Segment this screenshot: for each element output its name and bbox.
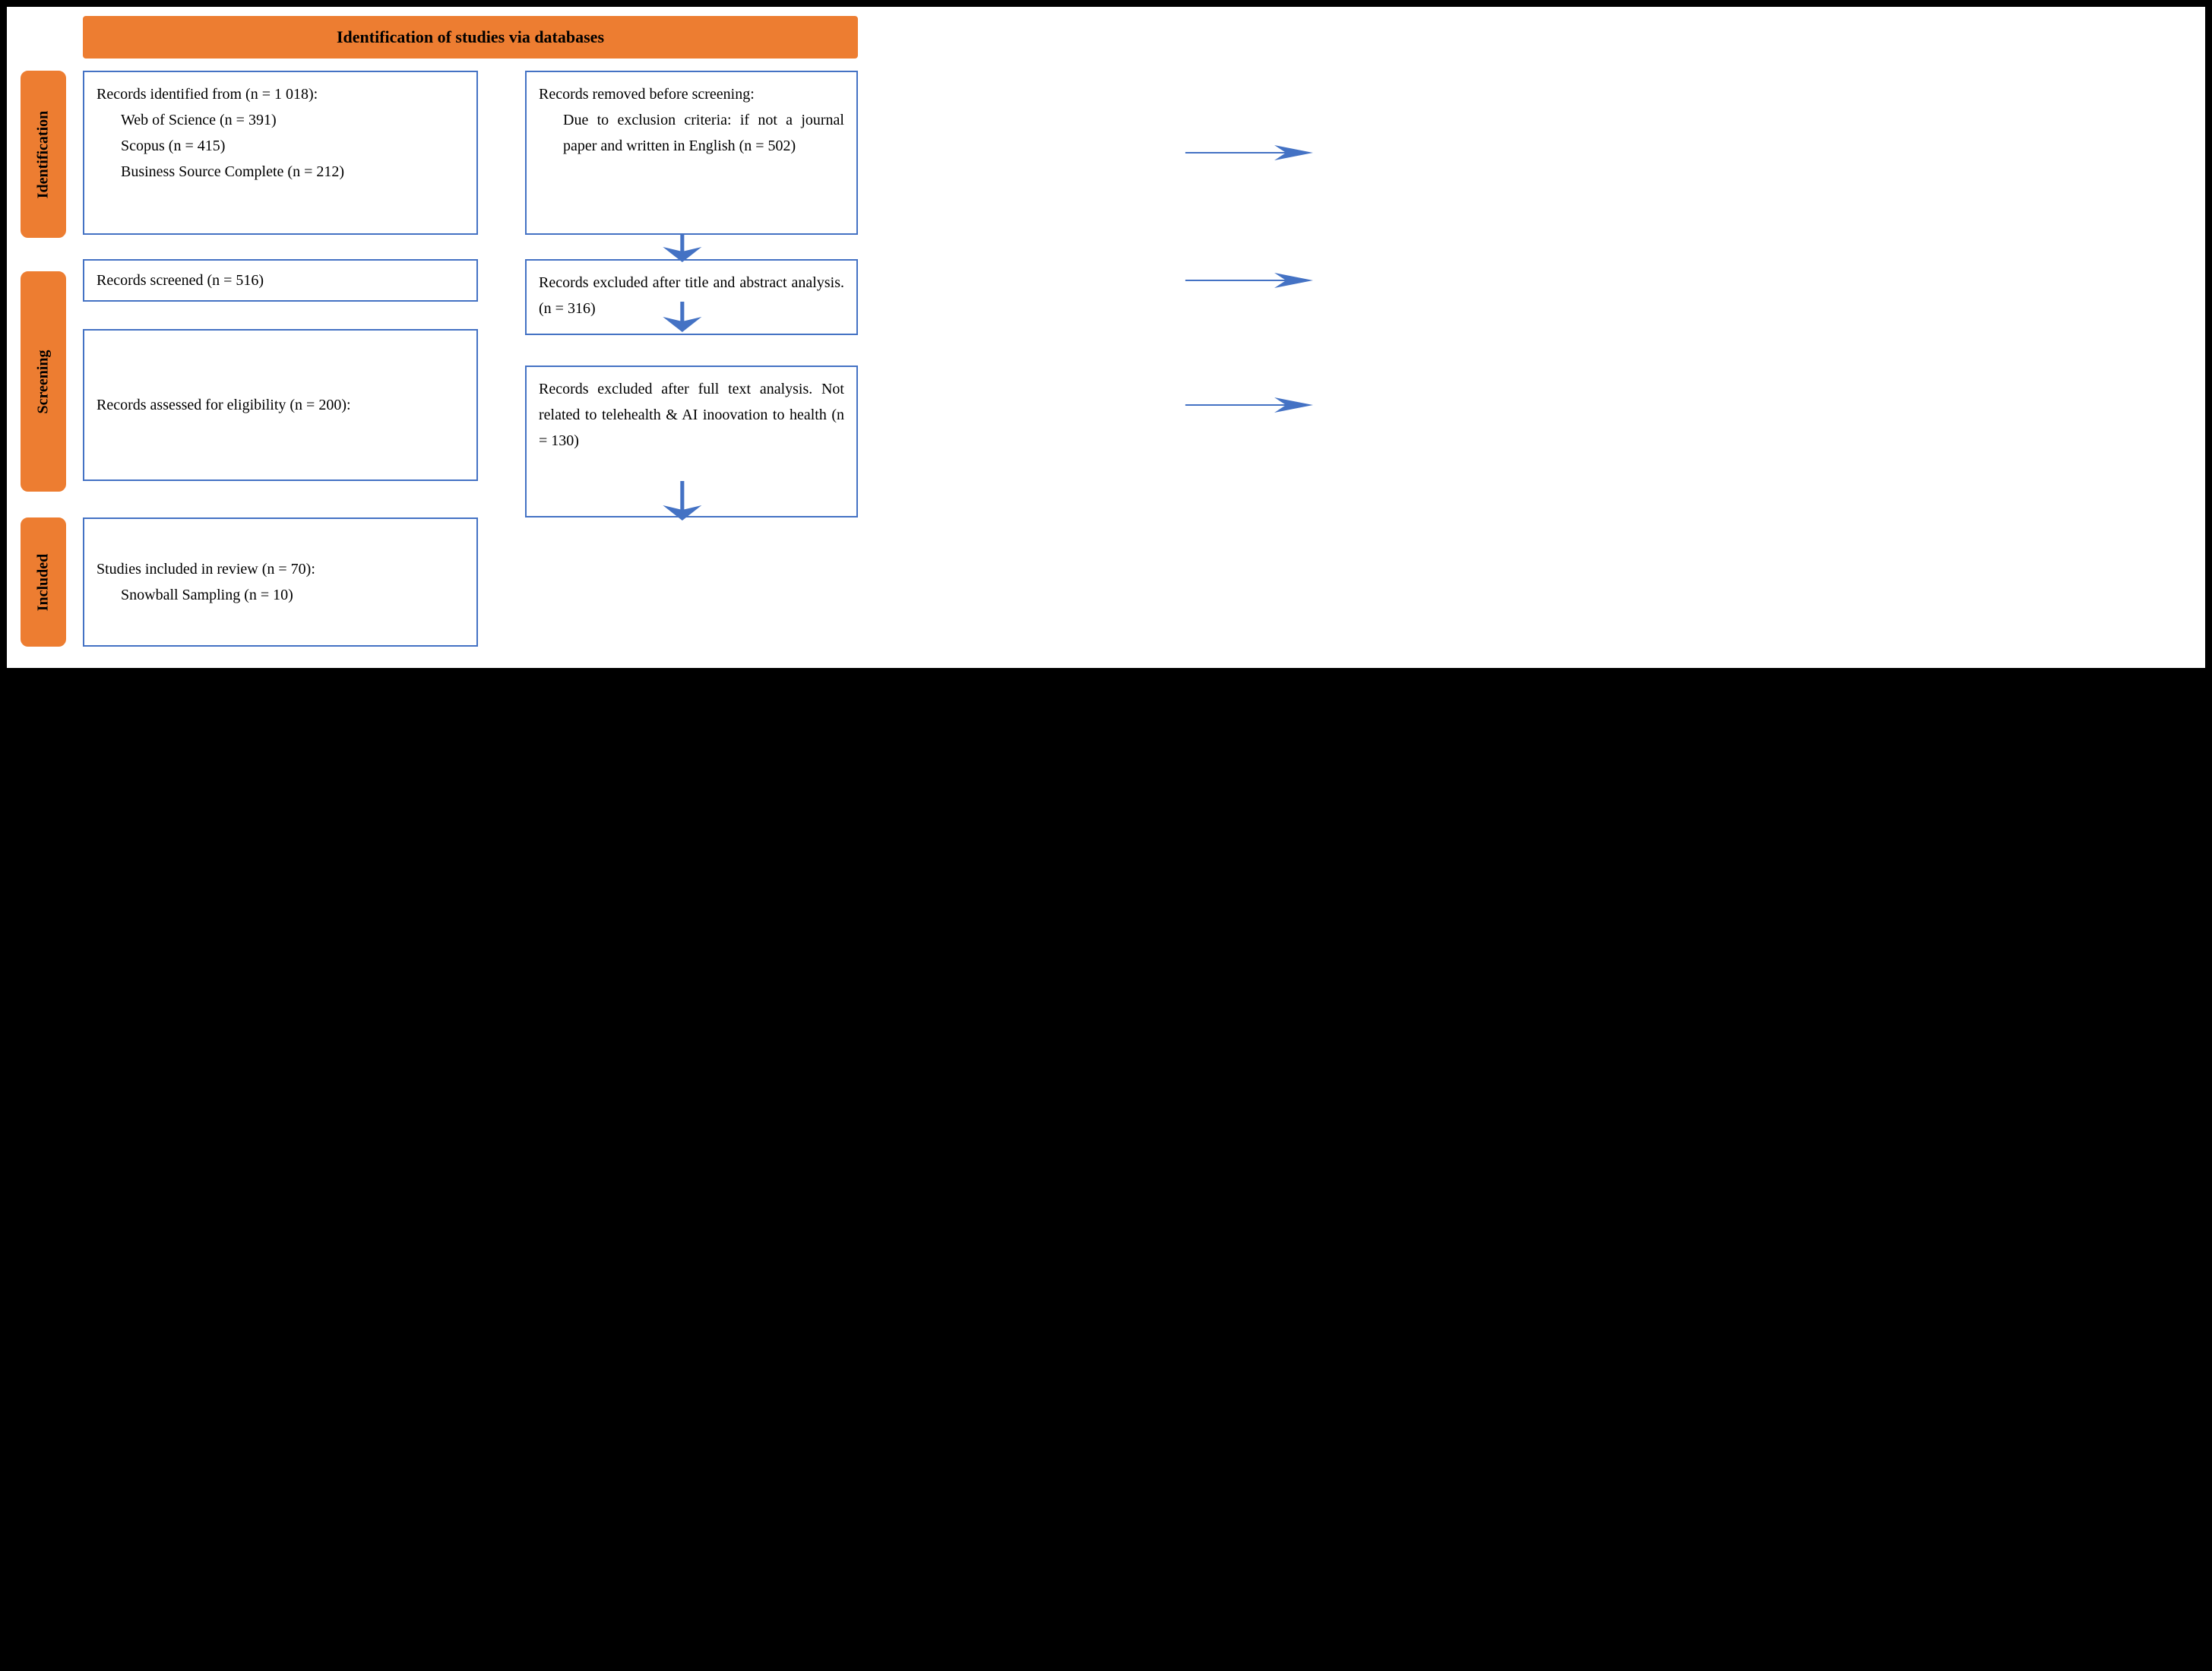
stage-label-screening: Screening xyxy=(21,271,66,492)
header-text: Identification of studies via databases xyxy=(337,27,604,47)
box-excluded-full: Records excluded after full text analysi… xyxy=(525,366,858,517)
box-assessed: Records assessed for eligibility (n = 20… xyxy=(83,329,478,481)
box-identified-line: Business Source Complete (n = 212) xyxy=(97,159,464,185)
box-excluded-full-text: Records excluded after full text analysi… xyxy=(539,381,844,449)
box-included: Studies included in review (n = 70): Sno… xyxy=(83,517,478,647)
stage-label-included: Included xyxy=(21,517,66,647)
box-identified-line: Scopus (n = 415) xyxy=(97,133,464,159)
box-included-line: Snowball Sampling (n = 10) xyxy=(97,582,464,608)
box-included-title: Studies included in review (n = 70): xyxy=(97,556,464,582)
box-excluded-title-text: Records excluded after title and abstrac… xyxy=(539,274,844,317)
stage-label-identification: Identification xyxy=(21,71,66,238)
header-bar: Identification of studies via databases xyxy=(83,16,858,59)
box-screened-text: Records screened (n = 516) xyxy=(97,267,264,293)
box-screened: Records screened (n = 516) xyxy=(83,259,478,302)
box-excluded-title: Records excluded after title and abstrac… xyxy=(525,259,858,335)
box-assessed-text: Records assessed for eligibility (n = 20… xyxy=(97,392,351,418)
box-removed-before: Records removed before screening: Due to… xyxy=(525,71,858,235)
box-removed-title: Records removed before screening: xyxy=(539,81,844,107)
box-identified-title: Records identified from (n = 1 018): xyxy=(97,81,464,107)
box-identified-line: Web of Science (n = 391) xyxy=(97,107,464,133)
box-removed-body: Due to exclusion criteria: if not a jour… xyxy=(539,107,844,159)
box-identified: Records identified from (n = 1 018): Web… xyxy=(83,71,478,235)
diagram-frame: Identification of studies via databases … xyxy=(5,5,2207,670)
prisma-flowchart: Identification of studies via databases … xyxy=(21,16,2191,654)
